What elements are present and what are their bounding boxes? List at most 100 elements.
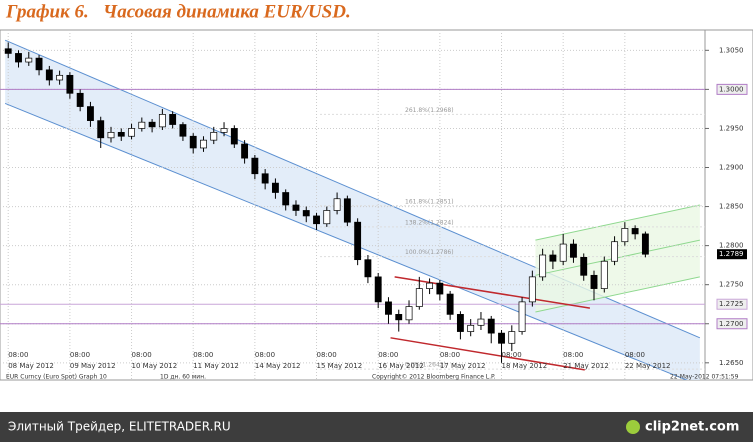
x-tick-date: 16 May 2012 xyxy=(378,362,424,370)
x-tick-label: 08:00 xyxy=(8,351,28,359)
candle-body xyxy=(580,256,588,276)
candle-body xyxy=(292,204,300,211)
y-tick-label: 1.2800 xyxy=(719,242,744,250)
trendline xyxy=(394,276,591,309)
chart-title: График 6. Часовая динамика EUR/USD. xyxy=(5,1,351,22)
candle-body xyxy=(241,143,249,159)
x-tick-date: 18 May 2012 xyxy=(502,362,548,370)
level-box xyxy=(716,298,748,310)
x-tick-date: 14 May 2012 xyxy=(255,362,301,370)
candle-body xyxy=(426,282,434,289)
trendline xyxy=(390,337,585,371)
fib-label: 0.0%(1.2642) xyxy=(405,362,446,369)
candle-body xyxy=(333,198,341,211)
footer-text: EUR Curncy (Euro Spot) Graph 10 xyxy=(6,374,107,381)
candle-body xyxy=(35,57,43,71)
candle-body xyxy=(117,131,125,137)
candle-body xyxy=(169,114,177,125)
candle-body xyxy=(374,276,382,303)
candle-body xyxy=(128,128,135,137)
last-price-label: 1.2789 xyxy=(719,250,744,258)
x-tick-date: 10 May 2012 xyxy=(132,362,178,370)
fib-label: 100.0%(1.2786) xyxy=(405,249,454,256)
candle-body xyxy=(456,314,464,332)
x-tick-label: 08:00 xyxy=(70,351,90,359)
candle-body xyxy=(364,259,372,278)
candle-body xyxy=(261,173,269,184)
candle-body xyxy=(323,210,331,225)
candle-body xyxy=(477,318,485,326)
level-box xyxy=(716,83,748,95)
x-tick-label: 08:00 xyxy=(378,351,398,359)
candle-body xyxy=(590,274,598,289)
candle-body xyxy=(313,215,320,225)
channel-fill xyxy=(5,40,700,380)
candle-body xyxy=(487,318,495,334)
level-box xyxy=(716,318,748,330)
candle-body xyxy=(230,128,238,145)
x-tick-label: 08:00 xyxy=(132,351,152,359)
candle-body xyxy=(354,221,362,261)
candle-body xyxy=(508,331,516,344)
x-tick-label: 08:00 xyxy=(563,351,583,359)
candle-body xyxy=(415,288,423,307)
candle-body xyxy=(210,131,218,141)
candle-body xyxy=(97,120,105,139)
candle-body xyxy=(611,241,618,262)
x-tick-label: 08:00 xyxy=(193,351,213,359)
level-label: 1.3000 xyxy=(719,85,744,93)
y-tick-label: 1.2950 xyxy=(719,124,744,132)
candle-body xyxy=(385,301,392,315)
y-tick-label: 1.2900 xyxy=(719,164,744,172)
candle-body xyxy=(76,92,84,107)
plot-layer: 261.8%(1.2968) 161.8%(1.2851) 138.2%(1.282… xyxy=(0,30,705,380)
candle-body xyxy=(189,135,197,149)
channel-line xyxy=(4,102,688,380)
level-label: 1.2725 xyxy=(719,300,744,308)
x-tick-date: 11 May 2012 xyxy=(193,362,239,370)
candle-body xyxy=(436,282,444,295)
y-tick-label: 1.3050 xyxy=(719,46,744,54)
footer-text: 22-May-2012 07:51:59 xyxy=(670,374,739,381)
footer-text: Copyright© 2012 Bloomberg Finance L.P. xyxy=(372,374,496,381)
candle-body xyxy=(302,210,310,217)
candle-body xyxy=(271,182,279,193)
x-tick-date: 21 May 2012 xyxy=(563,362,609,370)
candle-body xyxy=(343,198,351,223)
candle-body xyxy=(518,301,526,332)
candle-body xyxy=(600,260,608,289)
x-tick-date: 22 May 2012 xyxy=(625,362,671,370)
candle-body xyxy=(200,139,207,149)
footer-text: 1D дн. 60 мин. xyxy=(160,374,206,381)
watermark: clip2net.com xyxy=(645,420,739,435)
candle-body xyxy=(56,74,64,81)
fib-label: 161.8%(1.2851) xyxy=(405,198,454,205)
x-tick-label: 08:00 xyxy=(625,351,645,359)
candle-body xyxy=(87,106,94,121)
candle-body xyxy=(405,306,413,321)
candle-body xyxy=(107,131,115,139)
candle-body xyxy=(498,332,505,344)
last-price-box xyxy=(717,249,747,260)
candle-body xyxy=(621,228,629,243)
candle-body xyxy=(15,53,22,63)
x-tick-label: 08:00 xyxy=(317,351,337,359)
x-tick-date: 17 May 2012 xyxy=(440,362,486,370)
candle-body xyxy=(467,324,475,332)
candle-body xyxy=(179,124,187,137)
candle-body xyxy=(395,314,403,321)
candle-body xyxy=(539,254,547,278)
candle-body xyxy=(251,157,259,175)
candle-body xyxy=(282,192,290,206)
candle-body xyxy=(528,276,536,303)
x-tick-date: 09 May 2012 xyxy=(70,362,116,370)
candle-body xyxy=(570,243,577,258)
candle-body xyxy=(4,48,12,54)
y-tick-label: 1.2850 xyxy=(719,203,744,211)
level-label: 1.2700 xyxy=(719,320,744,328)
candle-body xyxy=(446,293,454,315)
candle-body xyxy=(559,243,567,262)
fib-label: 138.2%(1.2824) xyxy=(405,219,454,226)
candle-body xyxy=(549,254,557,262)
